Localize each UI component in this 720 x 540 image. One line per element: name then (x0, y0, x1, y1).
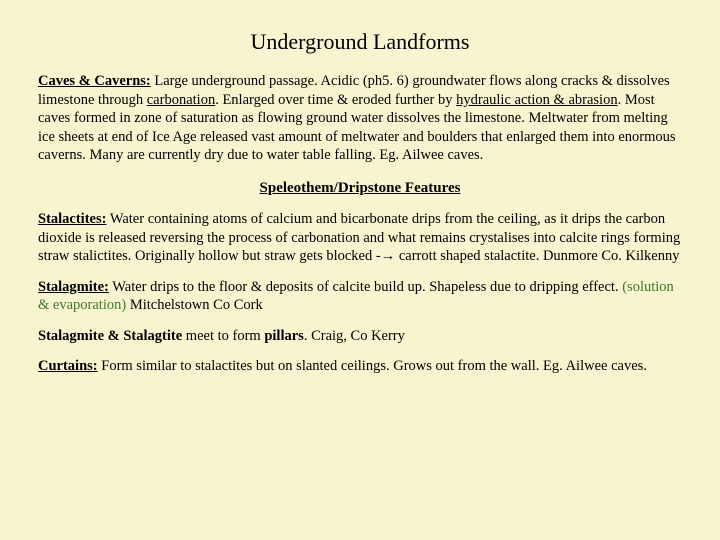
curtains-body: Form similar to stalactites but on slant… (98, 358, 647, 374)
pillars-text-1: meet to form (182, 328, 264, 344)
stalagmite-paragraph: Stalagmite: Water drips to the floor & d… (38, 278, 682, 315)
stalactites-paragraph: Stalactites: Water containing atoms of c… (38, 210, 682, 266)
pillars-bold-1: Stalagmite & Stalagtite (38, 328, 182, 344)
subtitle: Speleothem/Dripstone Features (38, 179, 682, 198)
caves-text-2: . Enlarged over time & eroded further by (215, 92, 456, 108)
stalactites-label: Stalactites: (38, 211, 106, 227)
curtains-paragraph: Curtains: Form similar to stalactites bu… (38, 357, 682, 376)
pillars-text-2: . Craig, Co Kerry (304, 328, 405, 344)
pillars-bold-2: pillars (264, 328, 303, 344)
caves-underline-2: hydraulic action & abrasion (456, 92, 617, 108)
stalagmite-text-2: Mitchelstown Co Cork (126, 297, 263, 313)
caves-paragraph: Caves & Caverns: Large underground passa… (38, 72, 682, 165)
caves-underline-1: carbonation (147, 92, 215, 108)
caves-label: Caves & Caverns: (38, 73, 151, 89)
pillars-paragraph: Stalagmite & Stalagtite meet to form pil… (38, 327, 682, 346)
page-title: Underground Landforms (38, 28, 682, 56)
document-page: Underground Landforms Caves & Caverns: L… (0, 0, 720, 408)
stalactites-body: Water containing atoms of calcium and bi… (38, 211, 680, 264)
stalagmite-label: Stalagmite: (38, 279, 109, 295)
stalagmite-text-1: Water drips to the floor & deposits of c… (109, 279, 622, 295)
curtains-label: Curtains: (38, 358, 98, 374)
